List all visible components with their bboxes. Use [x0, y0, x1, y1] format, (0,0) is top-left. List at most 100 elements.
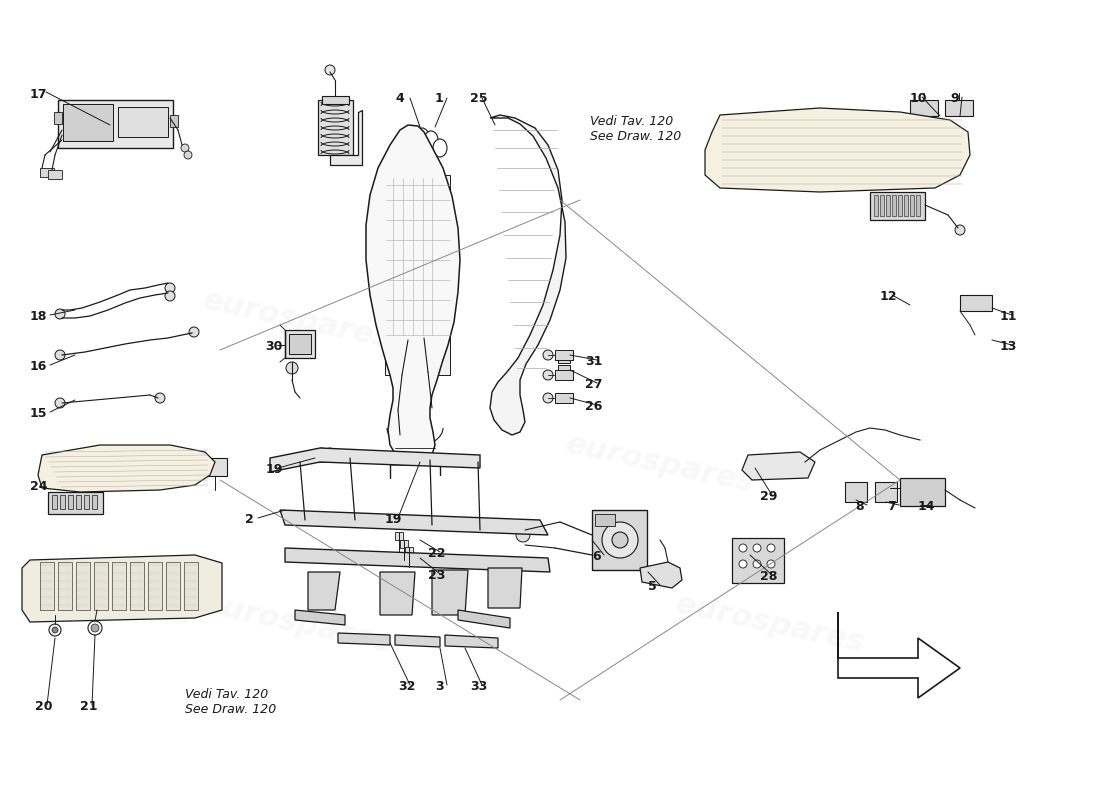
- Bar: [63, 104, 113, 141]
- Text: Vedi Tav. 120: Vedi Tav. 120: [590, 115, 673, 128]
- Polygon shape: [76, 562, 90, 610]
- Polygon shape: [432, 570, 468, 615]
- Text: 8: 8: [855, 500, 864, 513]
- Polygon shape: [366, 125, 460, 465]
- Polygon shape: [446, 635, 498, 648]
- Text: eurospares: eurospares: [200, 590, 394, 658]
- Polygon shape: [148, 562, 162, 610]
- Text: 7: 7: [887, 500, 895, 513]
- Polygon shape: [22, 555, 222, 622]
- Circle shape: [55, 350, 65, 360]
- Bar: [874, 482, 896, 502]
- Polygon shape: [184, 562, 198, 610]
- Polygon shape: [40, 562, 54, 610]
- Text: 33: 33: [470, 680, 487, 693]
- Bar: [318, 456, 336, 462]
- Text: Vedi Tav. 120: Vedi Tav. 120: [185, 688, 268, 701]
- Text: eurospares: eurospares: [200, 286, 394, 354]
- Circle shape: [182, 144, 189, 152]
- Bar: [904, 195, 907, 216]
- Bar: [76, 495, 81, 509]
- Circle shape: [754, 560, 761, 568]
- Bar: [880, 195, 884, 216]
- Polygon shape: [488, 568, 522, 608]
- Circle shape: [55, 309, 65, 319]
- Circle shape: [955, 225, 965, 235]
- Polygon shape: [94, 562, 108, 610]
- Circle shape: [324, 65, 336, 75]
- Bar: [385, 175, 450, 375]
- Circle shape: [602, 522, 638, 558]
- Circle shape: [612, 532, 628, 548]
- Polygon shape: [338, 633, 390, 645]
- Bar: [48, 170, 62, 179]
- Text: 17: 17: [30, 88, 47, 101]
- Bar: [170, 115, 178, 127]
- Bar: [289, 334, 311, 354]
- Polygon shape: [395, 635, 440, 647]
- Circle shape: [543, 370, 553, 380]
- Text: 24: 24: [30, 480, 47, 493]
- Polygon shape: [308, 572, 340, 610]
- Text: 19: 19: [266, 463, 284, 476]
- Bar: [558, 355, 570, 363]
- Bar: [118, 107, 168, 137]
- Polygon shape: [39, 445, 214, 492]
- Text: 30: 30: [265, 340, 283, 353]
- Bar: [886, 195, 890, 216]
- Circle shape: [50, 624, 60, 636]
- Bar: [556, 350, 573, 360]
- Circle shape: [739, 560, 747, 568]
- Bar: [845, 482, 867, 502]
- Text: 27: 27: [585, 378, 603, 391]
- Bar: [910, 100, 938, 116]
- Polygon shape: [58, 562, 72, 610]
- Circle shape: [543, 350, 553, 360]
- Text: 19: 19: [385, 513, 403, 526]
- Bar: [68, 495, 73, 509]
- Text: 13: 13: [1000, 340, 1018, 353]
- Ellipse shape: [433, 139, 447, 157]
- Bar: [58, 100, 173, 148]
- Bar: [945, 100, 974, 116]
- Polygon shape: [838, 612, 960, 698]
- Circle shape: [324, 448, 336, 458]
- Polygon shape: [295, 610, 345, 625]
- Ellipse shape: [406, 131, 420, 149]
- Bar: [48, 492, 103, 514]
- Bar: [92, 495, 97, 509]
- Text: 3: 3: [434, 680, 443, 693]
- Bar: [52, 495, 57, 509]
- Circle shape: [767, 544, 775, 552]
- Bar: [205, 458, 227, 476]
- Bar: [40, 168, 54, 177]
- Bar: [592, 510, 647, 570]
- Polygon shape: [330, 110, 362, 165]
- Text: 6: 6: [592, 550, 601, 563]
- Bar: [556, 370, 573, 380]
- Bar: [874, 195, 878, 216]
- Text: 14: 14: [918, 500, 935, 513]
- Circle shape: [739, 544, 747, 552]
- Text: 21: 21: [80, 700, 98, 713]
- Text: eurospares: eurospares: [563, 430, 757, 498]
- Bar: [405, 547, 412, 555]
- Circle shape: [189, 327, 199, 337]
- Text: 4: 4: [395, 92, 404, 105]
- Bar: [870, 192, 925, 220]
- Bar: [84, 495, 89, 509]
- Text: 10: 10: [910, 92, 927, 105]
- Circle shape: [767, 560, 775, 568]
- Polygon shape: [390, 455, 440, 465]
- Polygon shape: [458, 610, 510, 628]
- Text: 28: 28: [760, 570, 778, 583]
- Circle shape: [165, 291, 175, 301]
- Circle shape: [184, 151, 192, 159]
- Bar: [60, 495, 65, 509]
- Text: 25: 25: [470, 92, 487, 105]
- Circle shape: [516, 528, 530, 542]
- Circle shape: [155, 393, 165, 403]
- Bar: [285, 330, 315, 358]
- Bar: [732, 538, 784, 583]
- Bar: [556, 393, 573, 403]
